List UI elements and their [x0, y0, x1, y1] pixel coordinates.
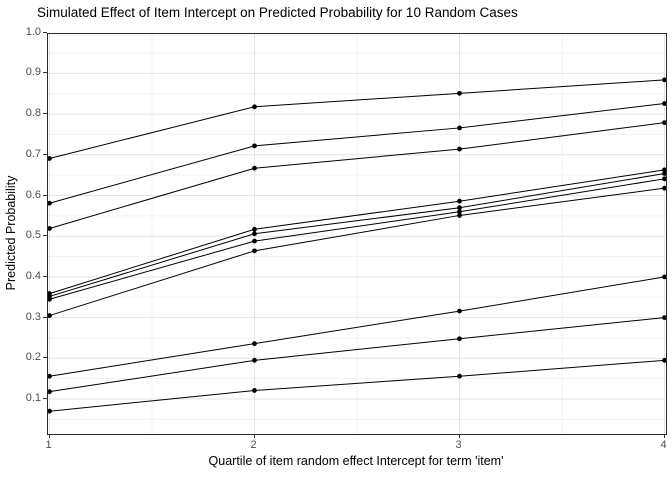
data-point: [48, 373, 52, 379]
x-tick-label: 2: [250, 439, 257, 451]
y-tick-label: 0.8: [25, 107, 41, 120]
data-point: [252, 357, 257, 363]
data-point: [457, 373, 462, 379]
series-line: [49, 169, 665, 295]
y-tick-label: 0.3: [25, 310, 41, 323]
y-tick-label: 0.1: [25, 392, 41, 404]
data-point: [252, 143, 257, 149]
data-point: [457, 205, 462, 211]
data-point: [48, 296, 52, 302]
data-point: [48, 156, 52, 161]
y-tick-mark: [43, 153, 47, 155]
series-line: [49, 359, 665, 412]
data-point: [662, 315, 666, 320]
data-point: [662, 120, 666, 126]
data-point: [662, 274, 666, 280]
x-tick-label: 1: [45, 439, 52, 451]
x-tick-label: 4: [660, 439, 667, 451]
y-tick-mark: [43, 235, 47, 237]
data-point: [252, 248, 257, 254]
data-point: [457, 146, 462, 152]
series-line: [49, 103, 665, 204]
y-tick-mark: [43, 316, 47, 318]
y-tick-label: 0.6: [25, 188, 41, 201]
series-line: [49, 317, 665, 393]
data-point: [48, 408, 52, 414]
data-point: [48, 226, 52, 231]
y-tick-label: 1.0: [25, 25, 41, 38]
x-tick-mark: [663, 434, 665, 438]
y-tick-label: 0.9: [25, 66, 41, 79]
plot-area: [48, 34, 666, 434]
x-tick-label: 3: [455, 439, 462, 451]
data-point: [457, 198, 462, 204]
y-tick-mark: [43, 72, 47, 74]
data-point: [252, 104, 257, 110]
data-point: [662, 77, 666, 83]
data-point: [662, 357, 666, 363]
data-point: [252, 238, 257, 244]
series-line: [49, 173, 665, 297]
data-point: [662, 167, 666, 173]
series-line: [49, 178, 665, 300]
data-point: [457, 308, 462, 314]
data-point: [252, 226, 257, 232]
x-axis-title: Quartile of item random effect Intercept…: [208, 454, 504, 468]
y-tick-mark: [43, 398, 47, 399]
y-tick-mark: [43, 194, 47, 196]
x-tick-mark: [48, 434, 50, 438]
x-tick-mark: [253, 434, 255, 438]
y-tick-mark: [43, 31, 47, 33]
series-line: [49, 276, 665, 377]
plot-panel: [47, 33, 667, 435]
data-point: [252, 165, 257, 171]
y-tick-mark: [43, 113, 47, 115]
y-tick-label: 0.2: [25, 351, 41, 364]
data-point: [252, 388, 257, 393]
data-point: [48, 200, 52, 206]
data-point: [252, 341, 257, 347]
data-point: [457, 213, 462, 218]
data-point: [48, 389, 52, 395]
y-tick-mark: [43, 357, 47, 359]
x-tick-mark: [458, 434, 460, 438]
data-point: [48, 313, 52, 318]
series-line: [49, 122, 665, 229]
data-point: [662, 176, 666, 182]
data-point: [457, 125, 462, 131]
data-point: [457, 209, 462, 215]
y-axis-title: Predicted Probability: [4, 175, 18, 291]
series-line: [49, 79, 665, 159]
data-point: [662, 171, 666, 176]
data-point: [457, 336, 462, 342]
data-point: [457, 90, 462, 96]
y-tick-label: 0.4: [25, 269, 41, 282]
data-point: [662, 101, 666, 106]
chart-title: Simulated Effect of Item Intercept on Pr…: [37, 5, 518, 20]
data-point: [662, 185, 666, 191]
y-tick-label: 0.5: [25, 229, 41, 242]
series-line: [49, 187, 665, 317]
y-tick-mark: [43, 275, 47, 277]
y-tick-label: 0.7: [25, 147, 41, 160]
data-point: [252, 231, 257, 237]
